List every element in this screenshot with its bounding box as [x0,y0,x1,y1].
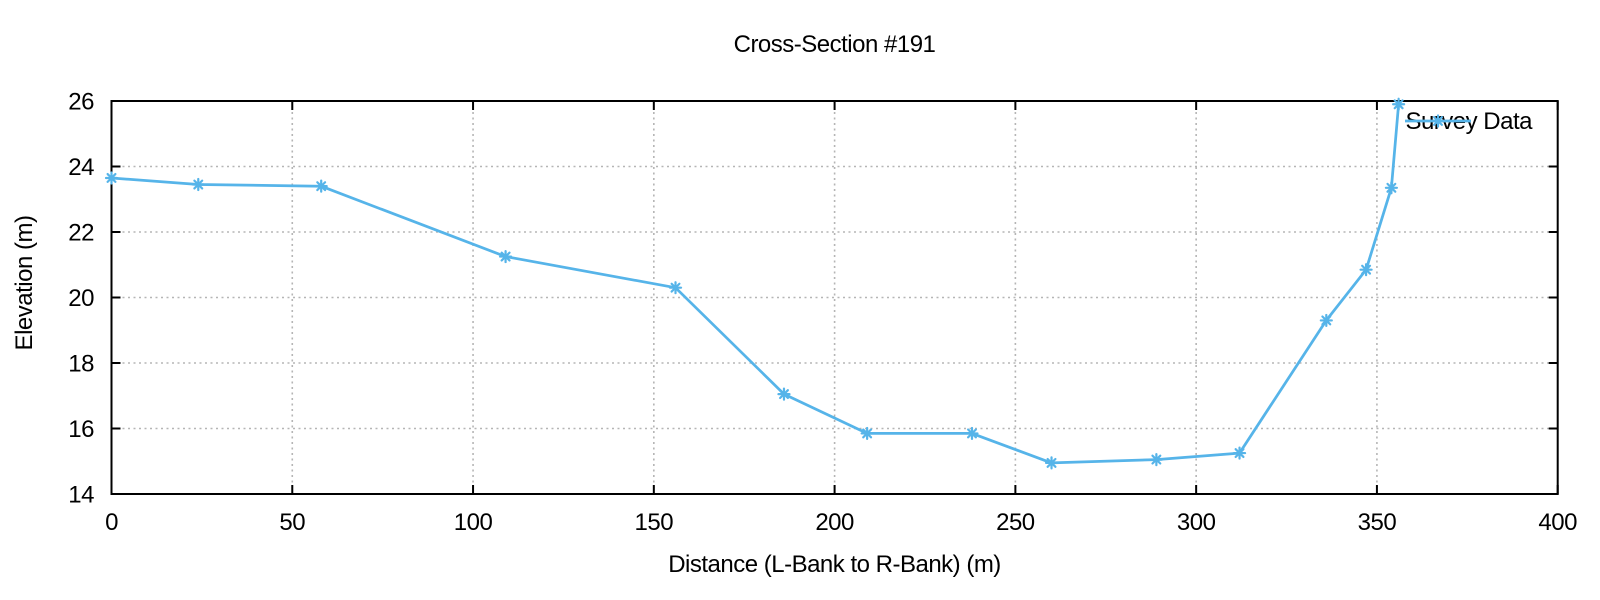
data-point-marker [1433,116,1444,126]
x-tick-label: 0 [105,509,118,536]
x-tick-label: 200 [815,509,854,536]
y-tick-label: 22 [68,220,94,247]
y-tick-label: 24 [68,154,94,181]
x-tick-label: 150 [635,509,674,536]
data-point-marker [500,251,511,262]
data-point-marker [193,179,204,190]
y-tick-label: 14 [68,482,94,509]
chart-title: Cross-Section #191 [733,31,936,58]
data-point-marker [1361,264,1372,275]
data-point-marker [1321,315,1332,326]
x-axis-label: Distance (L-Bank to R-Bank) (m) [668,551,1001,578]
data-point-marker [1151,454,1162,465]
y-tick-label: 18 [68,351,94,378]
x-tick-label: 400 [1538,509,1577,536]
data-point-marker [106,172,117,183]
y-tick-label: 26 [68,89,94,116]
x-tick-label: 350 [1358,509,1397,536]
x-tick-label: 300 [1177,509,1216,536]
data-point-marker [670,282,681,293]
legend-sample-line [1405,114,1472,128]
y-tick-label: 16 [68,416,94,443]
x-tick-label: 250 [996,509,1035,536]
series-line [111,104,1400,465]
data-point-marker [1046,457,1057,468]
plot-border [110,100,1559,495]
x-tick-label: 100 [454,509,493,536]
data-point-marker [862,428,873,439]
data-point-marker [1386,182,1397,193]
y-tick-label: 20 [68,285,94,312]
data-point-marker [1234,448,1245,459]
x-tick-label: 50 [279,509,305,536]
legend: Survey Data [1405,108,1532,136]
data-point-marker [778,389,789,400]
y-axis-label: Elevation (m) [11,215,38,351]
data-point-marker [966,428,977,439]
data-point-marker [316,181,327,192]
data-point-marker [1393,99,1404,110]
